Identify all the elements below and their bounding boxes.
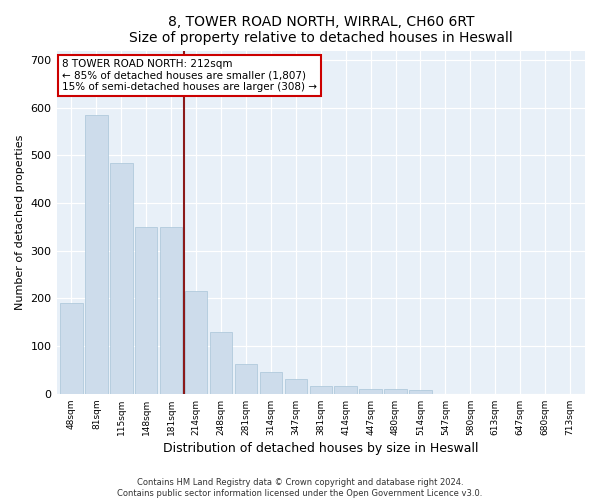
Bar [135,227,157,394]
Y-axis label: Number of detached properties: Number of detached properties [15,134,25,310]
Bar [85,115,107,394]
Bar [359,389,382,394]
Bar [160,227,182,394]
X-axis label: Distribution of detached houses by size in Heswall: Distribution of detached houses by size … [163,442,479,455]
Bar [385,389,407,394]
Bar [409,390,431,394]
Bar [310,386,332,394]
Bar [284,378,307,394]
Bar [60,303,83,394]
Bar [260,372,282,394]
Bar [185,292,208,394]
Text: 8 TOWER ROAD NORTH: 212sqm
← 85% of detached houses are smaller (1,807)
15% of s: 8 TOWER ROAD NORTH: 212sqm ← 85% of deta… [62,59,317,92]
Bar [110,162,133,394]
Bar [334,386,357,394]
Title: 8, TOWER ROAD NORTH, WIRRAL, CH60 6RT
Size of property relative to detached hous: 8, TOWER ROAD NORTH, WIRRAL, CH60 6RT Si… [129,15,512,45]
Bar [210,332,232,394]
Text: Contains HM Land Registry data © Crown copyright and database right 2024.
Contai: Contains HM Land Registry data © Crown c… [118,478,482,498]
Bar [235,364,257,394]
